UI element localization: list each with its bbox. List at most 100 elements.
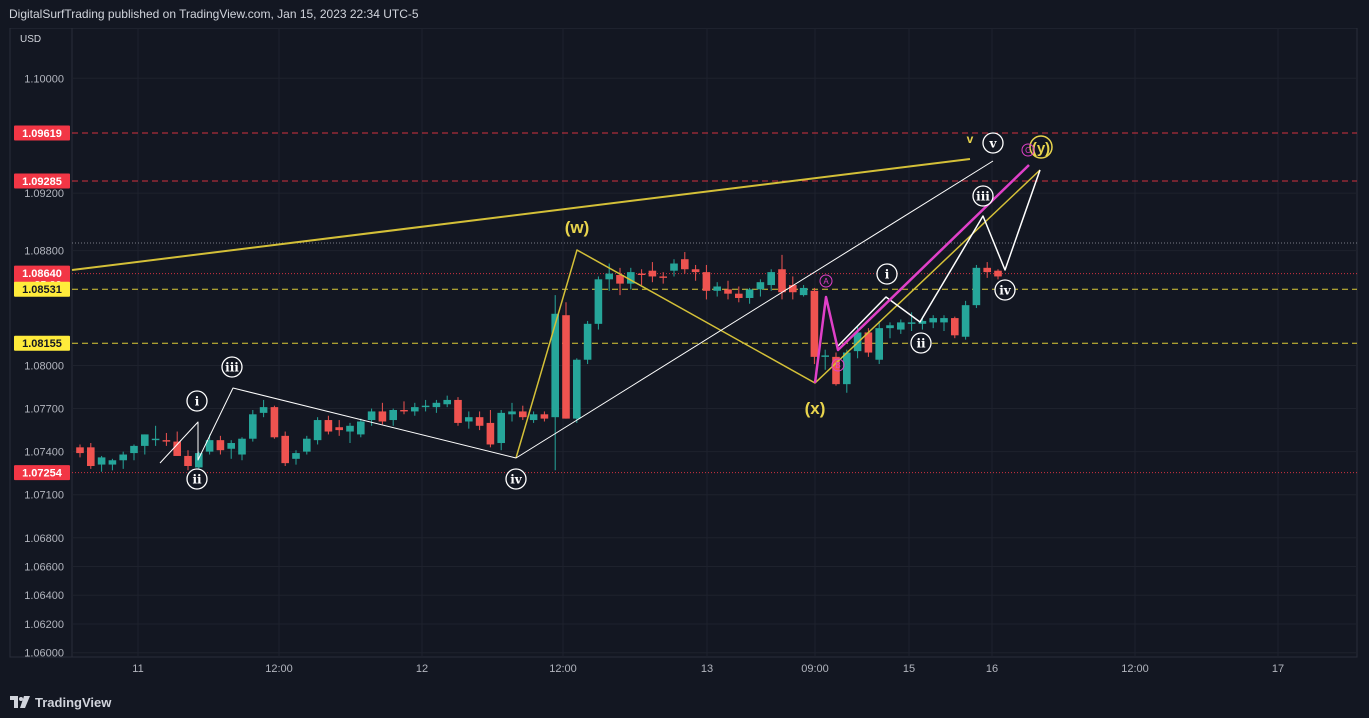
- price-tag: [14, 125, 70, 141]
- wave-label-circle: [186, 468, 208, 490]
- wave-label: ii: [192, 473, 202, 487]
- candle-body: [141, 434, 149, 446]
- y-tick-label: 1.06600: [24, 562, 64, 574]
- candle-body: [238, 438, 246, 455]
- candle-body: [270, 407, 279, 438]
- candle-body: [594, 279, 603, 324]
- candle-body: [799, 287, 808, 296]
- candle-body: [432, 402, 441, 408]
- wave-label-circle: [1021, 143, 1035, 157]
- candle-body: [486, 422, 495, 445]
- candle-body: [648, 270, 657, 277]
- candle-body: [249, 414, 257, 439]
- candle-body: [907, 322, 916, 324]
- candle-body: [324, 420, 333, 432]
- tradingview-logo-icon[interactable]: [10, 696, 30, 708]
- candle-body: [357, 421, 365, 435]
- wave-label: (y): [1032, 140, 1050, 157]
- candle-body: [713, 286, 721, 291]
- candle-body: [454, 399, 462, 423]
- wave-label: ii: [916, 337, 926, 351]
- wave-line: [159, 387, 517, 464]
- x-tick-label: 12: [416, 663, 428, 675]
- candle-body: [519, 411, 527, 418]
- candle-body: [810, 290, 819, 357]
- candle-body: [756, 282, 765, 290]
- candle-body: [659, 276, 667, 278]
- candle-body: [616, 275, 624, 284]
- wave-label-circle: [972, 185, 994, 207]
- candle-body: [281, 435, 289, 464]
- candle-body: [378, 411, 387, 422]
- candle-body: [162, 440, 171, 442]
- wave-label: B: [835, 361, 840, 370]
- price-tag-label: 1.09619: [22, 128, 62, 140]
- candle-body: [367, 411, 376, 421]
- plot-frame: [9, 28, 1358, 658]
- candle-body: [573, 359, 581, 419]
- wave-label: iv: [510, 473, 523, 487]
- wave-label: (w): [565, 218, 590, 237]
- candle-body: [864, 332, 873, 353]
- wave-label-circle: [505, 468, 527, 490]
- wave-label: A: [823, 277, 829, 286]
- wave-label-circle: [831, 358, 845, 372]
- y-tick-label: 1.06000: [24, 648, 64, 660]
- candle-body: [821, 355, 829, 357]
- candle-body: [76, 447, 84, 454]
- candle-body: [443, 399, 451, 405]
- y-tick-label: 1.06800: [24, 533, 64, 545]
- candle-body: [205, 440, 214, 452]
- x-tick-label: 12:00: [549, 663, 577, 675]
- candle-body: [724, 289, 732, 294]
- publisher-header: DigitalSurfTrading published on TradingV…: [0, 0, 1369, 28]
- candle-body: [400, 409, 408, 412]
- price-tag: [14, 335, 70, 351]
- wave-label: v: [967, 132, 974, 146]
- candle-body: [216, 440, 225, 451]
- candle-body: [886, 325, 894, 329]
- wave-label-circle: [819, 274, 833, 288]
- candle-body: [529, 414, 538, 421]
- candle-body: [918, 320, 927, 324]
- wave-label-circle: [910, 332, 932, 354]
- price-tag-label: 1.09285: [22, 176, 62, 188]
- price-tag-label: 1.07254: [22, 468, 63, 480]
- y-tick-label: 1.07100: [24, 490, 64, 502]
- y-tick-label: 1.06200: [24, 619, 64, 631]
- x-tick-label: 11: [132, 663, 143, 675]
- candle-body: [767, 272, 775, 286]
- y-tick-label: 1.06400: [24, 590, 64, 602]
- candle-body: [195, 453, 203, 468]
- y-tick-label: 1.10000: [24, 73, 64, 85]
- wave-label-circle: [876, 263, 898, 285]
- x-tick-label: 12:00: [265, 663, 293, 675]
- candle-body: [637, 273, 646, 276]
- x-tick-label: 09:00: [801, 663, 829, 675]
- candle-body: [994, 270, 1002, 277]
- candle-body: [940, 318, 948, 323]
- candle-body: [389, 409, 397, 421]
- brand-name: TradingView: [35, 694, 112, 710]
- wave-label: C: [1025, 146, 1031, 155]
- candle-body: [151, 438, 160, 441]
- candle-body: [875, 328, 883, 360]
- candle-body: [681, 259, 689, 270]
- x-tick-label: 17: [1272, 663, 1284, 675]
- x-tick-label: 16: [986, 663, 998, 675]
- candle-body: [508, 411, 516, 415]
- candle-body: [87, 447, 95, 467]
- footer-bar: TradingView: [0, 686, 1369, 718]
- candle-body: [421, 405, 430, 408]
- wave-label: i: [885, 268, 890, 282]
- wave-label: i: [195, 395, 200, 409]
- price-chart[interactable]: 1.10000 1.09200 1.08800 1.08000 1.07700 1.074…: [0, 28, 1369, 686]
- wave-label: iii: [225, 361, 239, 375]
- candle-body: [929, 318, 937, 323]
- wave-label-circle: [994, 279, 1016, 301]
- candle-body: [173, 441, 181, 456]
- wave-label-circle: [982, 132, 1004, 154]
- candle-body: [735, 293, 743, 298]
- wave-line: [813, 164, 1030, 384]
- price-tag-label: 1.08155: [22, 338, 62, 350]
